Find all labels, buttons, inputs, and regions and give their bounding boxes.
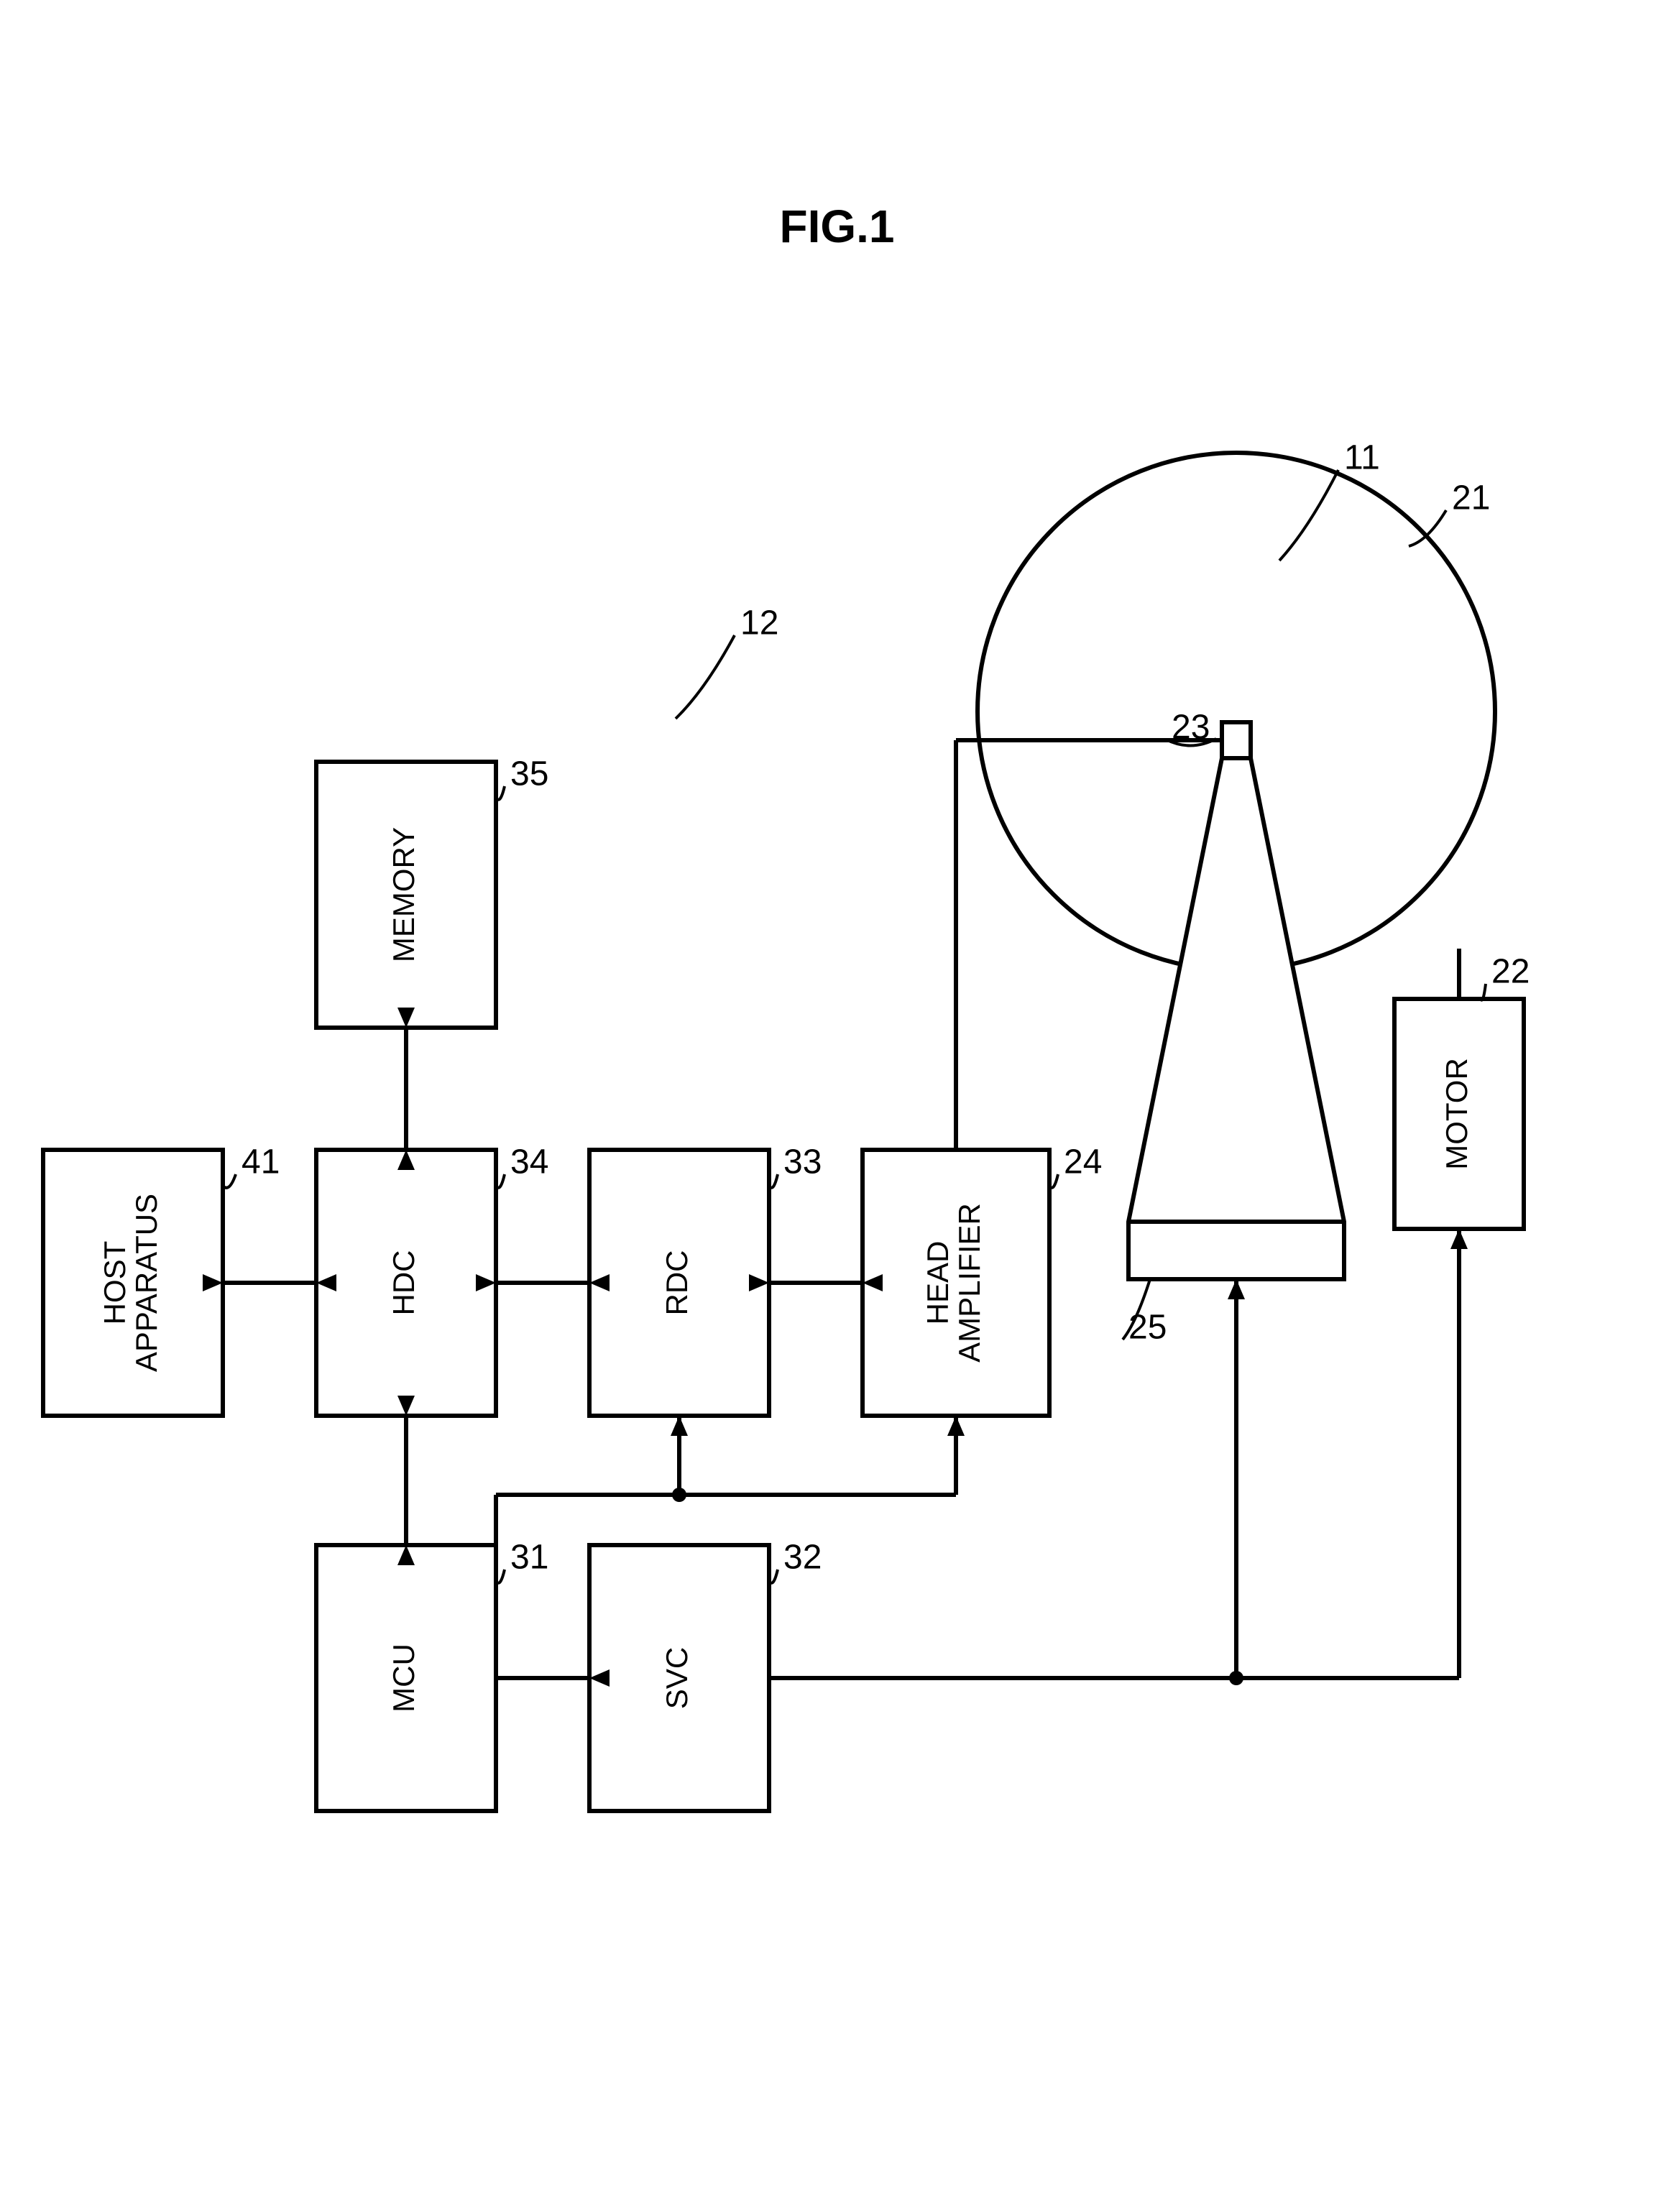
hdc-label: HDC	[387, 1250, 420, 1316]
svg-text:34: 34	[510, 1143, 548, 1181]
rdc-label: RDC	[660, 1250, 694, 1316]
svg-text:MOTOR: MOTOR	[1440, 1058, 1473, 1170]
svg-text:24: 24	[1064, 1143, 1102, 1181]
svg-text:11: 11	[1344, 439, 1380, 477]
svg-text:12: 12	[740, 604, 778, 642]
svg-text:35: 35	[510, 755, 548, 793]
svg-text:31: 31	[510, 1539, 548, 1577]
svg-text:33: 33	[783, 1143, 822, 1181]
svg-text:23: 23	[1172, 709, 1210, 747]
mcu-label: MCU	[387, 1644, 420, 1713]
svg-text:25: 25	[1128, 1309, 1167, 1347]
svg-text:41: 41	[242, 1143, 280, 1181]
svg-text:21: 21	[1452, 479, 1490, 517]
svg-text:22: 22	[1491, 953, 1530, 991]
svg-text:32: 32	[783, 1539, 822, 1577]
memory-label: MEMORY	[387, 827, 420, 962]
svc-label: SVC	[660, 1647, 694, 1709]
svg-text:FIG.1: FIG.1	[779, 201, 894, 252]
